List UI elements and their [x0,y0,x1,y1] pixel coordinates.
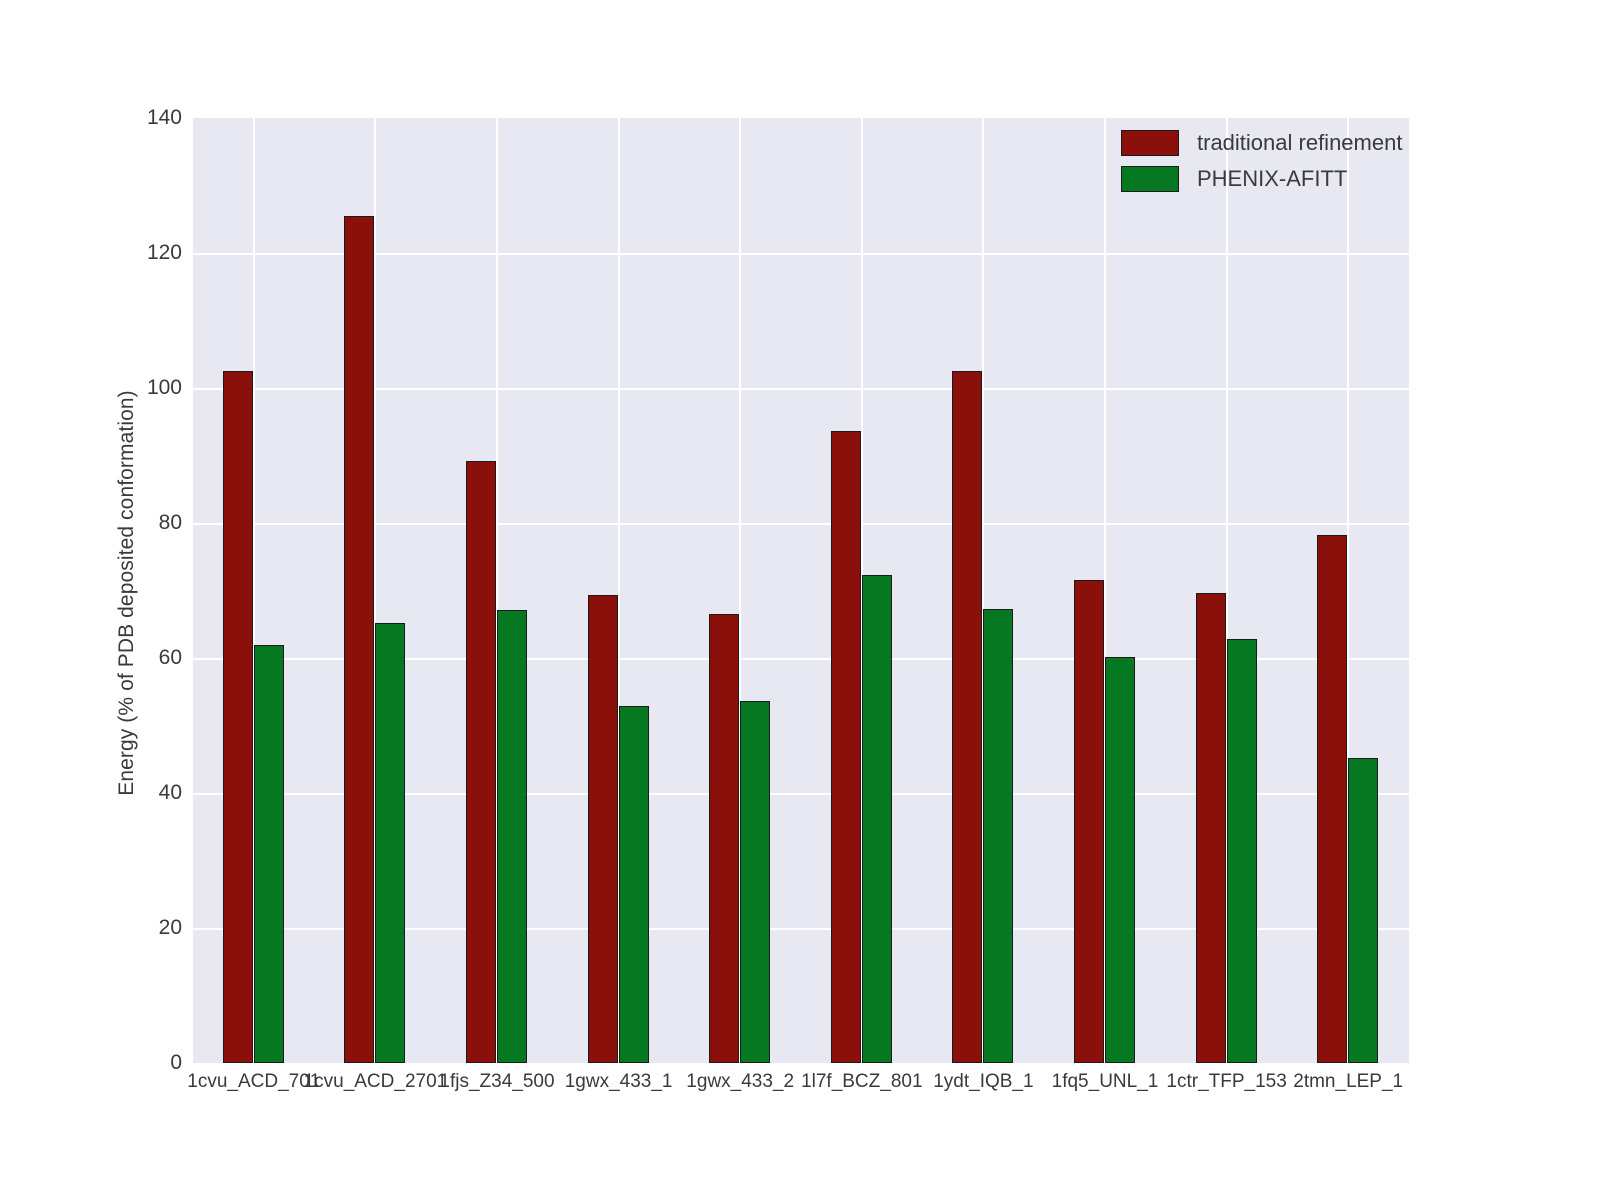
x-tick-1fq5_UNL_1: 1fq5_UNL_1 [1051,1071,1159,1092]
gridline-x-7 [1104,118,1106,1063]
legend-swatch-phenix-afitt [1121,166,1179,192]
y-tick-120: 120 [146,241,182,264]
y-tick-40: 40 [158,781,182,804]
y-tick-60: 60 [158,646,182,669]
x-tick-1fjs_Z34_500: 1fjs_Z34_500 [439,1071,555,1092]
legend-label-phenix-afitt: PHENIX-AFITT [1197,166,1348,191]
gridline-y-60 [193,658,1409,660]
bar-1ctr_TFP_153-traditional[interactable] [1195,592,1226,1063]
legend: traditional refinement PHENIX-AFITT [1121,130,1402,192]
gridline-x-4 [739,118,742,1063]
x-tick-1cvu_ACD_701: 1cvu_ACD_701 [187,1071,321,1092]
y-tick-100: 100 [146,376,182,399]
gridline-x-1 [374,118,377,1063]
bar-1ctr_TFP_153-afitt[interactable] [1226,639,1257,1063]
bar-1gwx_433_2-afitt[interactable] [740,701,771,1063]
gridline-x-6 [982,118,985,1063]
x-tick-1ydt_IQB_1: 1ydt_IQB_1 [933,1071,1034,1092]
gridline-x-0 [252,118,255,1063]
gridline-x-9 [1347,118,1350,1063]
gridline-x-3 [617,118,620,1063]
bar-2tmn_LEP_1-afitt[interactable] [1348,757,1379,1063]
bar-1l7f_BCZ_801-traditional[interactable] [830,431,861,1063]
bar-1cvu_ACD_701-afitt[interactable] [253,644,284,1063]
gridline-x-2 [496,118,498,1063]
x-tick-2tmn_LEP_1: 2tmn_LEP_1 [1293,1071,1404,1092]
x-axis-tick-labels: 1cvu_ACD_701 1cvu_ACD_2701 1fjs_Z34_500 1gw… [187,1071,1409,1111]
gridline-y-100 [193,388,1409,390]
gridline-y-120 [193,253,1409,255]
legend-swatch-traditional-refinement [1121,130,1179,156]
bar-1gwx_433_1-traditional[interactable] [587,595,618,1063]
bar-2tmn_LEP_1-traditional[interactable] [1317,535,1348,1063]
x-tick-1l7f_BCZ_801: 1l7f_BCZ_801 [801,1071,923,1092]
bar-1fq5_UNL_1-traditional[interactable] [1074,579,1104,1063]
x-tick-1cvu_ACD_2701: 1cvu_ACD_2701 [303,1071,448,1092]
gridline-y-80 [193,523,1409,525]
gridline-y-20 [193,928,1409,930]
bar-1ydt_IQB_1-traditional[interactable] [952,371,983,1063]
y-tick-80: 80 [158,511,182,534]
x-tick-1gwx_433_1: 1gwx_433_1 [564,1071,673,1092]
x-tick-1gwx_433_2: 1gwx_433_2 [686,1071,795,1092]
y-tick-140: 140 [146,106,182,129]
bar-1fq5_UNL_1-afitt[interactable] [1105,657,1135,1063]
legend-item-traditional-refinement: traditional refinement [1121,130,1402,156]
bar-1ydt_IQB_1-afitt[interactable] [983,608,1014,1063]
legend-label-traditional-refinement: traditional refinement [1197,130,1403,155]
bar-1gwx_433_2-traditional[interactable] [709,614,740,1063]
bar-1gwx_433_1-afitt[interactable] [618,705,649,1063]
y-tick-0: 0 [170,1051,182,1074]
plot-area: traditional refinement PHENIX-AFITT [193,118,1409,1063]
bar-1cvu_ACD_701-traditional[interactable] [222,371,253,1063]
bar-1l7f_BCZ_801-afitt[interactable] [861,574,892,1063]
gridline-x-8 [1225,118,1228,1063]
legend-item-phenix-afitt: PHENIX-AFITT [1121,166,1402,192]
bar-1cvu_ACD_2701-afitt[interactable] [375,622,406,1063]
bar-1fjs_Z34_500-traditional[interactable] [466,460,496,1063]
x-tick-1ctr_TFP_153: 1ctr_TFP_153 [1166,1071,1287,1092]
y-tick-20: 20 [158,916,182,939]
bar-1fjs_Z34_500-afitt[interactable] [497,610,527,1063]
gridline-y-40 [193,793,1409,795]
bar-1cvu_ACD_2701-traditional[interactable] [344,215,375,1063]
y-axis-tick-labels: 0 20 40 60 80 100 120 140 [120,0,182,1200]
